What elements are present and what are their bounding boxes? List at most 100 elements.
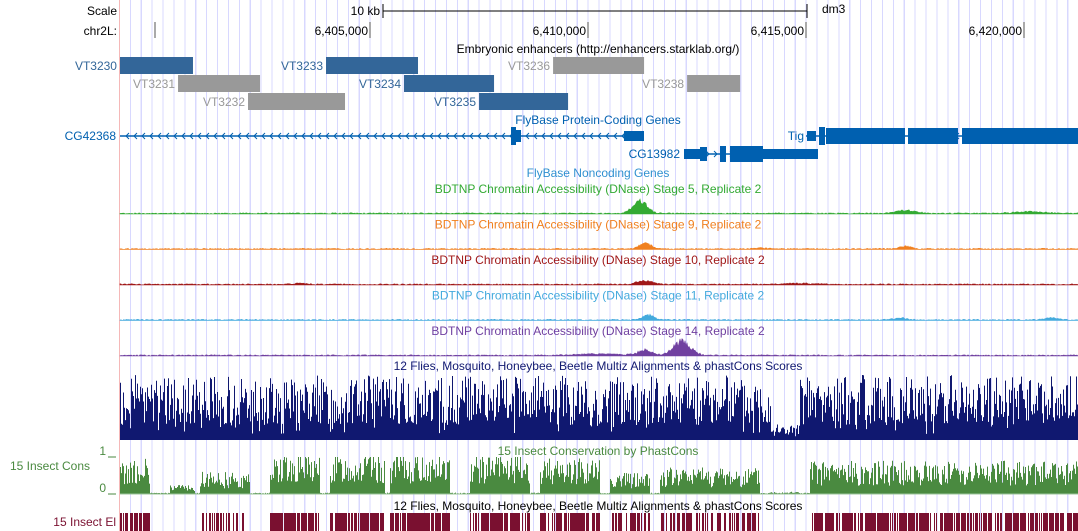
strand-arrow-icon: [453, 132, 458, 140]
strand-arrow-icon: [309, 132, 314, 140]
enhancer-label[interactable]: VT3232: [203, 95, 245, 109]
strand-arrow-icon: [437, 132, 442, 140]
elements-side-label[interactable]: 15 Insect El: [53, 515, 116, 529]
strand-arrow-icon: [165, 132, 170, 140]
strand-arrow-icon: [125, 132, 130, 140]
multiz-signal: [120, 375, 1078, 440]
strand-arrow-icon: [589, 132, 594, 140]
enhancer-label[interactable]: VT3231: [133, 77, 175, 91]
strand-arrow-icon: [397, 132, 402, 140]
enhancer-VT3231[interactable]: VT3231: [133, 75, 261, 92]
strand-arrow-icon: [549, 132, 554, 140]
enhancer-VT3233[interactable]: VT3233: [281, 57, 419, 74]
strand-arrow-icon: [533, 132, 538, 140]
strand-arrow-icon: [613, 132, 618, 140]
gene-exon[interactable]: [624, 131, 644, 141]
gene-exon[interactable]: [730, 146, 763, 162]
strand-arrow-icon: [205, 132, 210, 140]
enhancer-block[interactable]: [248, 93, 346, 110]
strand-arrow-icon: [365, 132, 370, 140]
strand-arrow-icon: [197, 132, 202, 140]
noncoding-track-title[interactable]: FlyBase Noncoding Genes: [527, 166, 670, 180]
scale-label: Scale: [87, 4, 117, 18]
gene-label[interactable]: Tig: [788, 129, 804, 143]
gene-Tig[interactable]: Tig: [788, 127, 1078, 145]
enhancer-block[interactable]: [479, 93, 569, 110]
enhancer-label[interactable]: VT3235: [434, 95, 476, 109]
dnase-signal: [119, 313, 1078, 321]
left-boundary-line: [119, 0, 120, 531]
gene-label[interactable]: CG13982: [629, 147, 681, 161]
enhancer-label[interactable]: VT3230: [75, 59, 117, 73]
gene-exon[interactable]: [763, 149, 818, 159]
gene-exon[interactable]: [700, 147, 707, 161]
gene-CG42368[interactable]: CG42368: [65, 127, 644, 145]
enhancer-block[interactable]: [553, 57, 645, 74]
strand-arrow-icon: [557, 132, 562, 140]
dnase-track-title[interactable]: BDTNP Chromatin Accessibility (DNase) St…: [432, 289, 765, 303]
enhancer-block[interactable]: [119, 57, 193, 74]
strand-arrow-icon: [221, 132, 226, 140]
enhancer-VT3230[interactable]: VT3230: [75, 57, 193, 74]
gene-exon[interactable]: [807, 131, 816, 141]
strand-arrow-icon: [525, 132, 530, 140]
strand-arrow-icon: [333, 132, 338, 140]
strand-arrow-icon: [421, 132, 426, 140]
phastcons-side-label[interactable]: 15 Insect Cons: [10, 459, 90, 473]
enhancer-block[interactable]: [326, 57, 419, 74]
genes-track-title[interactable]: FlyBase Protein-Coding Genes: [515, 113, 680, 127]
strand-arrow-icon: [301, 132, 306, 140]
enhancer-VT3235[interactable]: VT3235: [434, 93, 569, 110]
strand-arrow-icon: [597, 132, 602, 140]
dnase-track-title[interactable]: BDTNP Chromatin Accessibility (DNase) St…: [435, 182, 762, 196]
enhancer-VT3238[interactable]: VT3238: [642, 75, 741, 92]
enhancer-VT3236[interactable]: VT3236: [508, 57, 645, 74]
strand-arrow-icon: [381, 132, 386, 140]
strand-arrow-icon: [285, 132, 290, 140]
gene-exon[interactable]: [962, 128, 1078, 144]
multiz-track-title[interactable]: 12 Flies, Mosquito, Honeybee, Beetle Mul…: [394, 359, 803, 373]
strand-arrow-icon: [237, 132, 242, 140]
enhancer-label[interactable]: VT3233: [281, 59, 323, 73]
gene-exon[interactable]: [511, 127, 516, 145]
strand-arrow-icon: [373, 132, 378, 140]
strand-arrow-icon: [341, 132, 346, 140]
strand-arrow-icon: [189, 132, 194, 140]
phastcons-ymax-label: 1: [99, 444, 106, 458]
strand-arrow-icon: [573, 132, 578, 140]
dnase-track-title[interactable]: BDTNP Chromatin Accessibility (DNase) St…: [431, 253, 765, 267]
strand-arrow-icon: [149, 132, 154, 140]
ruler-tick-label: 6,405,000: [315, 24, 369, 38]
gene-CG13982[interactable]: CG13982: [629, 146, 818, 162]
strand-arrow-icon: [293, 132, 298, 140]
gene-exon[interactable]: [908, 128, 958, 144]
gene-exon[interactable]: [826, 128, 905, 144]
gene-exon[interactable]: [516, 130, 521, 142]
enhancer-VT3234[interactable]: VT3234: [359, 75, 495, 92]
phastcons-ymin-label: 0: [99, 481, 106, 495]
strand-arrow-icon: [277, 132, 282, 140]
enhancer-label[interactable]: VT3238: [642, 77, 684, 91]
dnase-track-title[interactable]: BDTNP Chromatin Accessibility (DNase) St…: [431, 324, 765, 338]
strand-arrow-icon: [181, 132, 186, 140]
gene-exon[interactable]: [684, 149, 700, 159]
gene-exon[interactable]: [720, 146, 726, 162]
dnase-track-title[interactable]: BDTNP Chromatin Accessibility (DNase) St…: [435, 218, 762, 232]
strand-arrow-icon: [429, 132, 434, 140]
gene-exon[interactable]: [819, 127, 825, 145]
phastcons-track-title[interactable]: 15 Insect Conservation by PhastCons: [498, 444, 699, 458]
enhancer-block[interactable]: [687, 75, 741, 92]
gene-label[interactable]: CG42368: [65, 129, 117, 143]
enhancer-label[interactable]: VT3234: [359, 77, 401, 91]
strand-arrow-icon: [357, 132, 362, 140]
enhancer-block[interactable]: [404, 75, 495, 92]
strand-arrow-icon: [173, 132, 178, 140]
enhancer-block[interactable]: [178, 75, 261, 92]
enhancers-track-title[interactable]: Embryonic enhancers (http://enhancers.st…: [457, 42, 740, 56]
enhancer-VT3232[interactable]: VT3232: [203, 93, 346, 110]
multiz2-track-title[interactable]: 12 Flies, Mosquito, Honeybee, Beetle Mul…: [394, 499, 803, 513]
strand-arrow-icon: [445, 132, 450, 140]
enhancer-label[interactable]: VT3236: [508, 59, 550, 73]
